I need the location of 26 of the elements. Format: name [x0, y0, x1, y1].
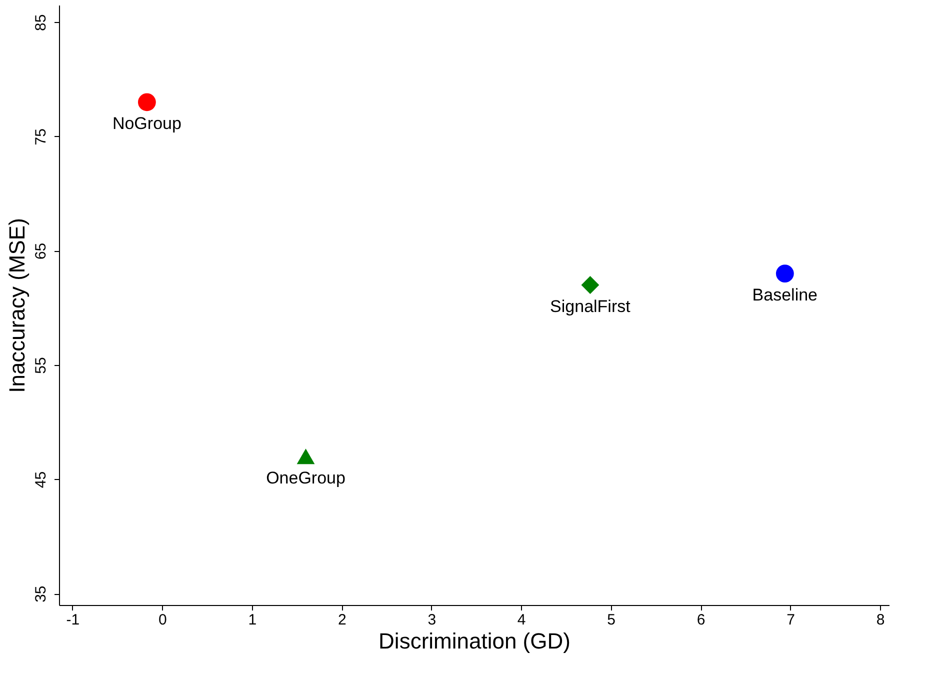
x-axis-title: Discrimination (GD) [378, 628, 570, 654]
series-label: OneGroup [266, 468, 346, 488]
point [138, 93, 156, 112]
x-tick-label: 2 [338, 612, 346, 628]
x-tick-label: 7 [786, 612, 795, 628]
x-tick-label: 5 [607, 612, 616, 628]
point [581, 276, 600, 294]
x-tick-label: 3 [428, 612, 436, 628]
x-tick-label: 4 [517, 612, 526, 628]
y-tick-label: 55 [32, 357, 50, 374]
y-axis-title: Inaccuracy (MSE) [4, 218, 30, 393]
y-tick-label: 65 [32, 242, 50, 260]
y-tick-label: 75 [32, 128, 50, 146]
point [776, 264, 794, 282]
x-tick-label: 6 [696, 612, 706, 628]
x-tick-label: -1 [66, 612, 80, 628]
x-tick-label: 0 [158, 612, 167, 628]
x-tick-label: 8 [876, 612, 885, 628]
series-label: Baseline [752, 286, 818, 305]
series-label: SignalFirst [550, 297, 631, 316]
y-tick-label: 35 [32, 586, 50, 602]
x-tick-label: 1 [248, 612, 257, 628]
point [296, 448, 315, 464]
y-tick-label: 45 [32, 471, 50, 488]
series-label: NoGroup [112, 114, 182, 134]
y-tick-label: 85 [32, 14, 50, 31]
